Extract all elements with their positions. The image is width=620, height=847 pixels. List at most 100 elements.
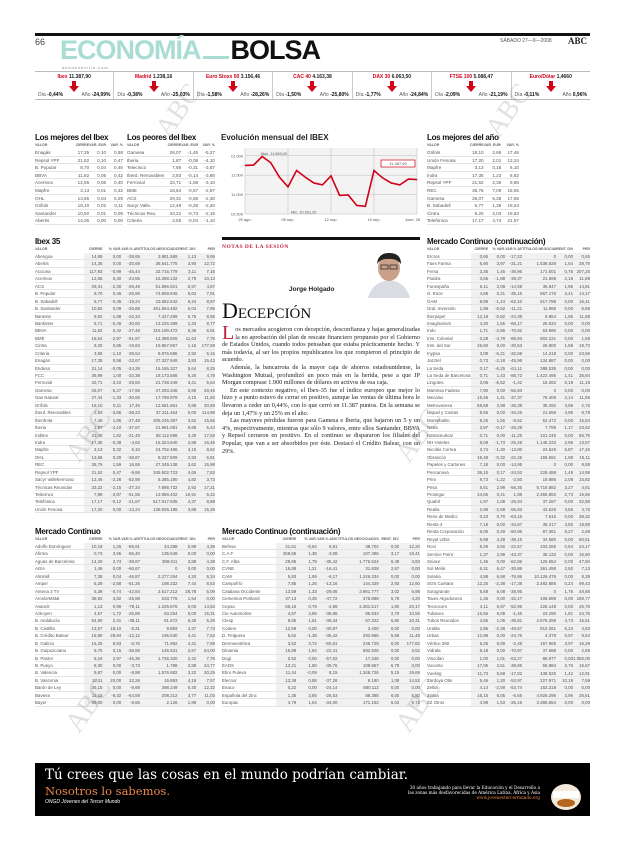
ibex35-table: Ibex 35 VALOR CIERRE % VAR. VAR.% AÑO TÍTULOS… (35, 237, 215, 514)
table-cell: -26,53 (316, 691, 338, 699)
table-cell: ACS (127, 195, 137, 201)
table-cell: B. Galicia (35, 640, 54, 646)
table-row: Prisa 5,51 2,99 -56,35 5.718.882 3,27 4,81 (427, 483, 591, 491)
year-change: Año -25,03% (161, 92, 190, 98)
table-row: Dermoestética 3,62 3,72 -60,51 246.729 0,00 17… (222, 639, 420, 648)
table-cell: 7,46 (83, 416, 103, 424)
table-cell: 25,78 (573, 602, 591, 609)
table-cell: Enagás (35, 150, 51, 155)
table-cell: B. Popular (35, 165, 57, 171)
table-cell: 17,59 (507, 195, 519, 201)
ticker-euro-d-lar[interactable]: Euro/Dólar 1,4660 Día -0,11% Año 0,96% (512, 72, 590, 99)
x-tick-label: 05 sep. (281, 217, 294, 222)
table-cell: 3,96 (556, 401, 574, 409)
table-cell: -28,93 (121, 379, 140, 386)
ticker-euro-stoxx-50[interactable]: Euro Stoxx 50 3.156,46 Día -1,58% Año -28,… (194, 72, 274, 99)
table-cell: 1,95 (556, 282, 574, 290)
table-cell: Jazztel (427, 358, 441, 364)
table-row: Realia 2,98 -2,68 -55,83 43.626 3,55 4,76 (427, 505, 591, 514)
table-cell: 0,41 (488, 491, 506, 498)
table-row: Rovi 8,29 3,56 -22,57 103.265 0,84 24,17 (427, 543, 591, 551)
table-cell: 24,17 (573, 543, 591, 550)
table-cell: 4.378 (522, 632, 557, 639)
table-cell: 0,01 (97, 187, 107, 193)
table-cell: 4,20 (177, 572, 197, 580)
column-header: RENT. DIV. (381, 537, 400, 541)
table-cell: -1,45 (505, 610, 523, 617)
table-cell: 0,00 (556, 461, 574, 468)
table-cell: 8,20 (83, 342, 103, 349)
table-cell: ACS (35, 283, 45, 289)
table-cell: 20,00 (102, 676, 122, 684)
table-cell: 0,00 (556, 416, 574, 424)
table-cell: 1,98 (471, 305, 489, 312)
table-cell: -2,18 (488, 357, 506, 364)
table-title: Mercado Continuo (continuación) (222, 527, 341, 536)
table-cell: B. Pueyo (35, 663, 53, 668)
table-cell: -31,21 (505, 260, 523, 267)
table-cell: -24,52 (505, 468, 523, 476)
table-cell: -4,62 (121, 438, 140, 446)
ticker-dax-30[interactable]: DAX 30 6.063,50 Día -1,77% Año -24,84% (353, 72, 433, 99)
table-cell: 7,75 (196, 334, 215, 342)
table-cell: -32,17 (505, 595, 523, 602)
ticker-cac-40[interactable]: CAC 40 4.163,38 Día -1,50% Año -25,80% (273, 72, 353, 99)
table-cell: 0,17 (471, 364, 489, 371)
table-cell: 6,19 (83, 654, 103, 661)
table-cell: -2,50 (505, 476, 523, 483)
ticker-ibex[interactable]: Ibex 11.387,90 Día -0,44% Año -24,99% (35, 72, 115, 99)
table-cell: -22,25 (505, 453, 523, 461)
table-cell: 34,77 (196, 662, 215, 669)
ticker-madrid[interactable]: Madrid 1.238,16 Día -0,38% Año -25,03% (114, 72, 194, 99)
table-cell: 86.977 (522, 654, 557, 662)
table-cell: 17,35 (83, 438, 103, 446)
table-cell: Azkoyen (35, 610, 52, 616)
table-cell: 9,72 (399, 699, 420, 706)
ad-url[interactable]: www.jovenestercermundo.org (476, 795, 540, 800)
table-row: ZZ Otros 4,98 1,53 -26,16 3.386.854 0,00 0,00 (427, 699, 591, 707)
table-cell: 8.954 (522, 312, 557, 319)
table-cell: Mapfre (35, 187, 50, 193)
table-cell: 17,15 (573, 446, 591, 453)
ticker-changes: Día -0,38% Año -25,03% (117, 92, 189, 98)
table-cell: 63.890 (522, 327, 557, 334)
table-cell: 34.580 (522, 535, 557, 543)
table-cell: 12,20 (399, 543, 420, 550)
data-point (287, 186, 289, 188)
table-cell: 15,84 (573, 416, 591, 424)
table-cell: 0,28 (471, 334, 489, 342)
data-point (279, 176, 280, 178)
table-row: OHL 13,65 0,04 0,29 (35, 195, 123, 203)
table-cell: BBVA (35, 328, 47, 334)
table-row: Clesp 9,65 1,81 -36,34 57.322 6,80 10,31 (222, 617, 420, 625)
table-cell: 16,91 (177, 491, 197, 498)
table-cell: Gral. Inversión (427, 306, 456, 312)
table-row: EADS 13,21 1,80 -39,76 108.867 6,79 0,00 (222, 662, 420, 670)
table-cell: -51,25 (121, 580, 140, 587)
table-row: Natra 3,97 -0,17 -26,29 7.799 1,17 23,62 (427, 424, 591, 432)
table-row: Antena 3 TV 5,39 -0,74 -42,84 2.617.212 28,78… (35, 587, 215, 596)
table-cell: -42,84 (121, 587, 140, 595)
table-cell: 7.427.289 (140, 312, 178, 319)
table-cell: 1,84 (296, 647, 317, 654)
table-cell: 0,09 (102, 305, 122, 312)
ticker-ftse-100[interactable]: FTSE 100 5.088,47 Día -2,09% Año -21,19% (432, 72, 512, 99)
table-cell: 78.405 (522, 394, 557, 401)
table-cell: La Seda (427, 365, 444, 371)
table-cell: 17,46 (507, 150, 519, 155)
table-cell: 0,00 (399, 662, 420, 669)
table-cell: -1,10 (102, 349, 122, 357)
table-row: Amper 5,29 -2,58 -51,25 198.332 7,44 8,53 (35, 580, 215, 588)
advertisement[interactable]: Tú crees que las cosas en el mundo podrí… (35, 763, 590, 816)
table-cell: Abengoa (35, 254, 53, 259)
website-link[interactable]: abcdesevilla.com (62, 65, 109, 70)
table-cell: 3,56 (488, 543, 506, 550)
table-row: Indra 17,35 -0,38 -4,62 15.324.840 2,88 16,46 (35, 438, 215, 447)
table-cell: -6,21 (488, 349, 506, 357)
table-cell: 0,52 (275, 654, 297, 661)
table-cell: -38,15 (505, 535, 523, 543)
table-cell: 2,08 (556, 476, 574, 483)
ticker-name: FTSE 100 (449, 74, 473, 80)
table-cell: 0,00 (378, 572, 400, 580)
table-cell: 1,79 (296, 557, 317, 565)
